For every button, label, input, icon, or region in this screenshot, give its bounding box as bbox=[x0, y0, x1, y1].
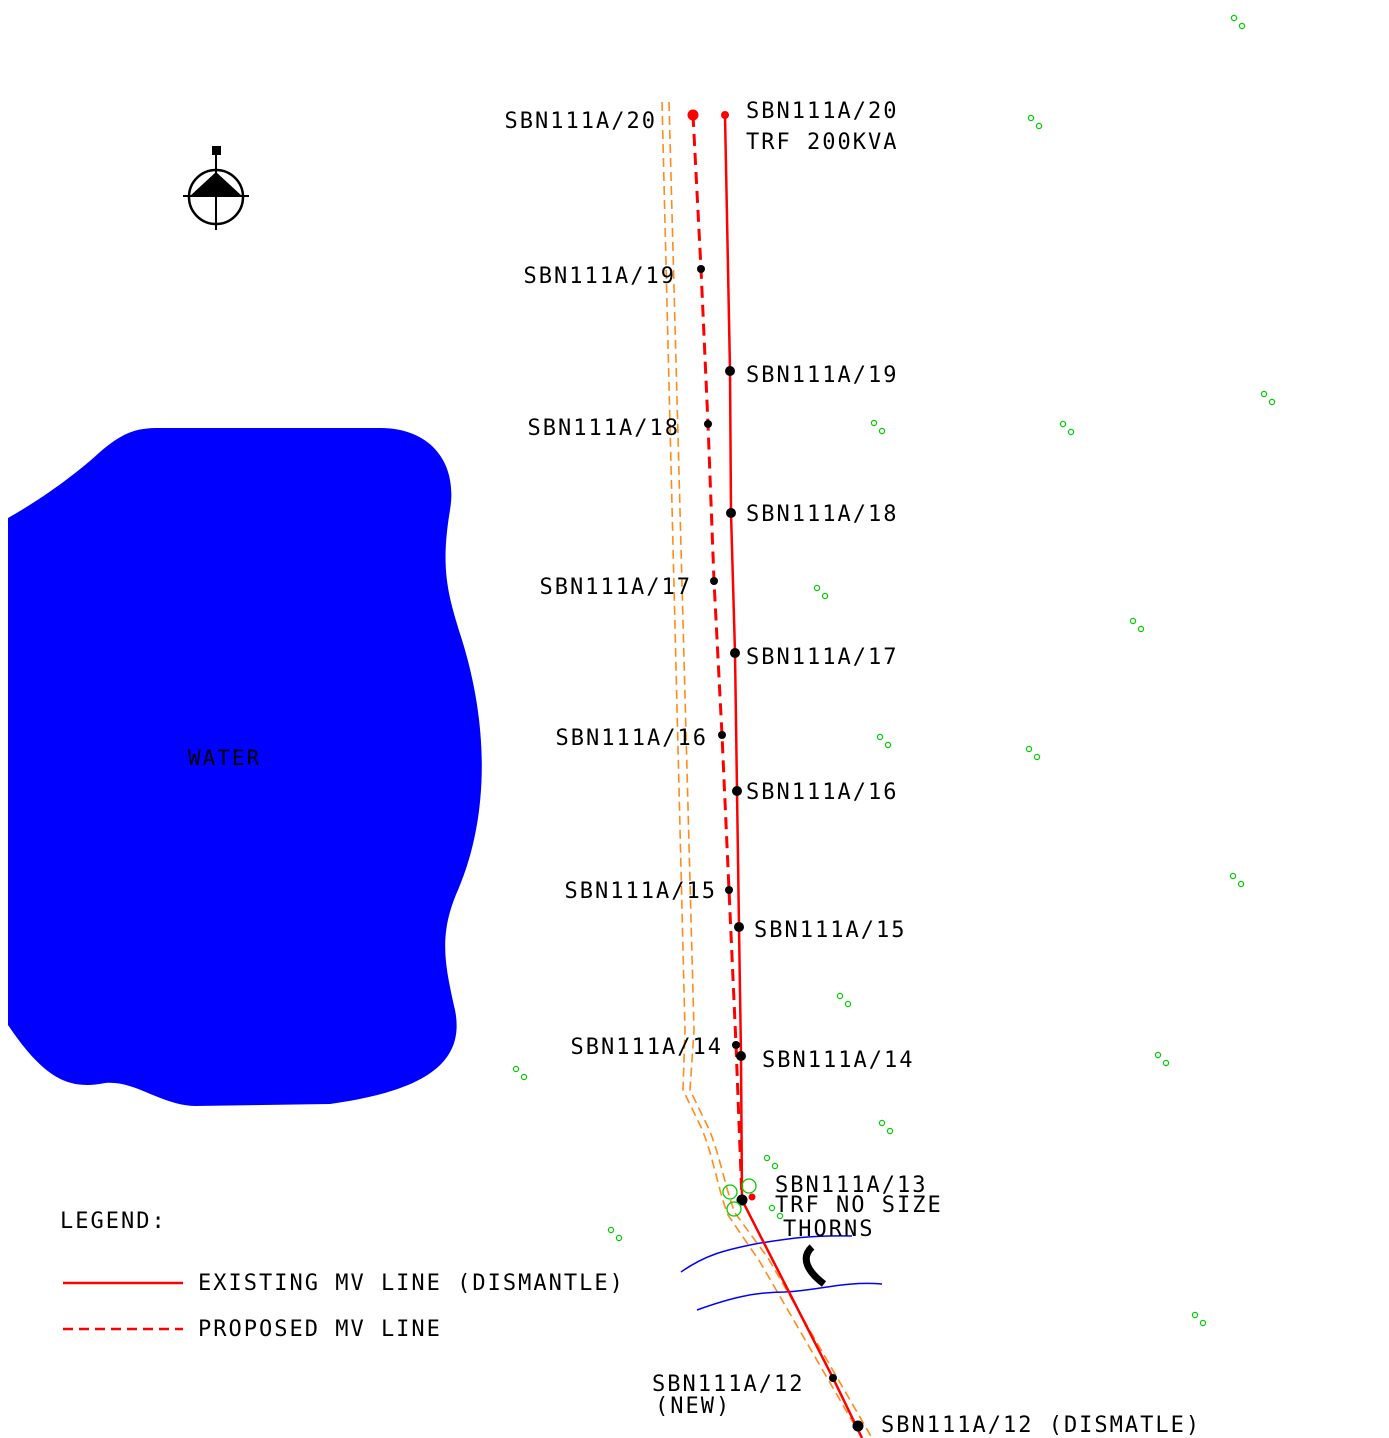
proposed-pole-19-label: SBN111A/19 bbox=[524, 264, 676, 289]
bush-icon bbox=[741, 1178, 757, 1194]
existing-pole-14-label: SBN111A/14 bbox=[762, 1048, 914, 1073]
pole-12-dismantle-label: SBN111A/12 (DISMATLE) bbox=[881, 1413, 1201, 1438]
legend-proposed-label: PROPOSED MV LINE bbox=[198, 1317, 442, 1342]
water-body bbox=[8, 428, 482, 1106]
legend-existing-label: EXISTING MV LINE (DISMANTLE) bbox=[198, 1271, 625, 1296]
proposed-pole-18-label: SBN111A/18 bbox=[528, 416, 680, 441]
pole-13-label: SBN111A/13 bbox=[775, 1173, 927, 1198]
trees bbox=[512, 14, 1276, 1327]
pole-12-new-note: (NEW) bbox=[655, 1394, 731, 1419]
transformer-label: TRF 200KVA bbox=[746, 130, 898, 155]
thorns-mark bbox=[802, 1244, 827, 1287]
water-label: WATER bbox=[188, 746, 261, 770]
tree-icon bbox=[1260, 390, 1276, 406]
tree-icon bbox=[870, 419, 886, 435]
pole-13-trf-label: TRF NO SIZE bbox=[775, 1193, 943, 1218]
tree-icon bbox=[813, 584, 829, 600]
tree-icon bbox=[1025, 745, 1041, 761]
road bbox=[661, 101, 873, 1438]
north-arrow-icon bbox=[183, 146, 249, 230]
tree-icon bbox=[1154, 1051, 1170, 1067]
pole-12-new-label: SBN111A/12 bbox=[652, 1372, 804, 1397]
proposed-pole-15-label: SBN111A/15 bbox=[565, 879, 717, 904]
existing-pole-markers bbox=[725, 366, 864, 1432]
tree-icon bbox=[1059, 420, 1075, 436]
tree-icon bbox=[1229, 872, 1245, 888]
bush-icon bbox=[722, 1184, 738, 1200]
tree-icon bbox=[768, 1204, 784, 1220]
proposed-pole-17-label: SBN111A/17 bbox=[540, 575, 692, 600]
legend-title: LEGEND: bbox=[60, 1209, 167, 1234]
pole-13-red-marker bbox=[748, 1193, 756, 1201]
existing-pole-20-marker bbox=[721, 111, 729, 119]
proposed-pole-20-label: SBN111A/20 bbox=[505, 109, 657, 134]
tree-icon bbox=[1191, 1311, 1207, 1327]
existing-pole-19-label: SBN111A/19 bbox=[746, 363, 898, 388]
tree-icon bbox=[512, 1065, 528, 1081]
tree-icon bbox=[1129, 617, 1145, 633]
existing-mv-line bbox=[723, 114, 864, 1438]
proposed-pole-20-marker bbox=[687, 109, 699, 121]
existing-pole-18-label: SBN111A/18 bbox=[746, 502, 898, 527]
thorns-label: THORNS bbox=[783, 1217, 874, 1242]
tree-icon bbox=[1230, 14, 1246, 30]
tree-icon bbox=[607, 1226, 623, 1242]
proposed-pole-16-label: SBN111A/16 bbox=[556, 726, 708, 751]
tree-icon bbox=[763, 1154, 779, 1170]
existing-pole-20-label: SBN111A/20 bbox=[746, 99, 898, 124]
proposed-mv-line bbox=[691, 114, 744, 1201]
proposed-pole-markers bbox=[697, 265, 740, 1049]
bush-icon bbox=[726, 1201, 742, 1217]
river bbox=[680, 1235, 883, 1311]
tree-icon bbox=[878, 1119, 894, 1135]
existing-pole-17-label: SBN111A/17 bbox=[746, 645, 898, 670]
tree-icon bbox=[836, 992, 852, 1008]
proposed-pole-14-label: SBN111A/14 bbox=[571, 1035, 723, 1060]
existing-pole-16-label: SBN111A/16 bbox=[746, 780, 898, 805]
tree-icon bbox=[1027, 114, 1043, 130]
tree-icon bbox=[876, 733, 892, 749]
existing-pole-15-label: SBN111A/15 bbox=[754, 918, 906, 943]
